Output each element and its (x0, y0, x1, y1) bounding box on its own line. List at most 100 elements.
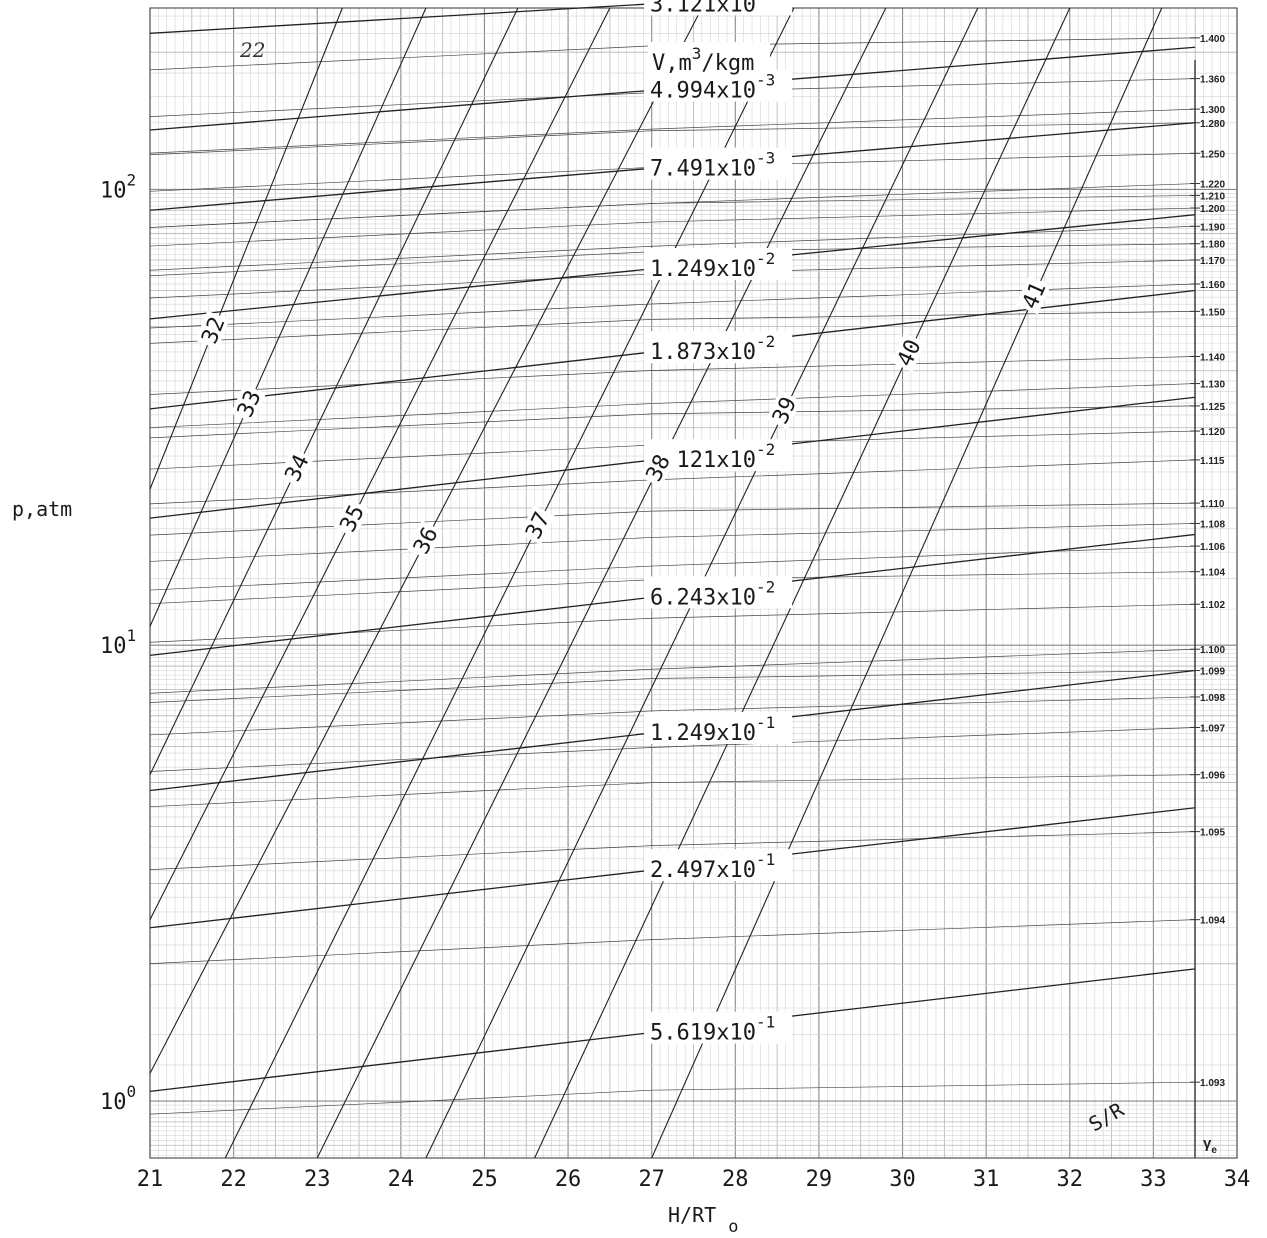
gamma-scale-label: 1.210 (1200, 191, 1225, 202)
y-axis-title: p,atm (12, 497, 72, 521)
x-tick-label: 22 (220, 1167, 247, 1192)
entropy-label-bg (519, 505, 555, 545)
volume-label-bg (644, 147, 793, 180)
gamma-scale-label: 1.130 (1200, 380, 1225, 391)
x-tick-labels: 21 22 23 24 25 26 27 28 29 30 31 32 33 34 (137, 1167, 1251, 1192)
volume-label-exp: -3 (756, 71, 775, 90)
volume-label-bg (644, 69, 793, 102)
gamma-scale-label: 1.106 (1200, 542, 1225, 553)
gamma-line (149, 523, 1196, 562)
y-tick-exp: 0 (127, 1082, 137, 1101)
entropy-line (651, 7, 1163, 1159)
svg-text:V,m3/kgm: V,m3/kgm (652, 44, 754, 76)
entropy-label-bg (890, 333, 926, 373)
gamma-line (149, 207, 1196, 247)
volume-header-exp: 3 (692, 44, 702, 63)
entropy-line (224, 7, 795, 1159)
x-tick-label: 32 (1057, 1167, 1084, 1192)
volume-label: 1.249x10-1 (650, 713, 775, 746)
volume-label-bg (644, 331, 793, 364)
gamma-line (149, 195, 1196, 228)
x-tick-label: 26 (555, 1167, 582, 1192)
y-tick-exp: 2 (127, 170, 137, 189)
entropy-label-bg (765, 390, 802, 430)
entropy-line (534, 7, 1071, 1159)
volume-label-mantissa: 1.873x10 (650, 340, 756, 365)
gamma-axis-label: γe (1203, 1135, 1217, 1156)
gamma-scale-label: 1.095 (1200, 828, 1225, 839)
gamma-line (149, 696, 1196, 736)
volume-label-bg (644, 248, 793, 281)
gamma-line (149, 545, 1196, 591)
gamma-line (149, 311, 1196, 344)
volume-label-mantissa: 5.619x10 (650, 1021, 756, 1046)
gamma-scale-label: 1.140 (1200, 352, 1225, 363)
x-tick-label: 33 (1140, 1167, 1167, 1192)
gamma-scale-label: 1.400 (1200, 34, 1225, 45)
gamma-line (149, 774, 1196, 808)
volume-label-bg (644, 1011, 793, 1044)
entropy-label-bg (195, 310, 230, 350)
gamma-line (149, 648, 1196, 694)
x-axis-title-main: H/RT (668, 1203, 716, 1227)
volume-label-exp: -1 (756, 713, 775, 732)
gamma-scale-label: 1.170 (1200, 256, 1225, 267)
gamma-line (149, 603, 1196, 643)
gamma-scale-label: 1.115 (1200, 456, 1225, 467)
gamma-scale-label: 1.300 (1200, 105, 1225, 116)
gamma-line (149, 502, 1196, 536)
volume-label-exp: -1 (756, 850, 775, 869)
volume-label: 2.497x10-1 (650, 850, 775, 883)
volume-label-mantissa: 3.121x10 (650, 0, 756, 17)
y-tick-label: 101 (100, 626, 136, 659)
gamma-line (149, 283, 1196, 329)
volume-label-exp: -3 (756, 0, 775, 3)
entropy-line (149, 7, 427, 627)
volume-header: V,m3/kgm (648, 42, 770, 76)
gamma-scale-label: 1.110 (1200, 499, 1225, 510)
volume-label-mantissa: 4.994x10 (650, 79, 756, 104)
volume-label: 7.491x10-3 (650, 149, 775, 182)
entropy-line (316, 7, 887, 1159)
volume-label-mantissa: 1.249x10 (650, 257, 756, 282)
gamma-scale-label: 1.200 (1200, 204, 1225, 215)
volume-label: 4.994x10-3 (650, 71, 775, 104)
gamma-scale-label: 1.098 (1200, 693, 1225, 704)
entropy-label-bg (639, 447, 676, 488)
volume-label: 6.243x10-2 (650, 577, 775, 610)
x-tick-label: 25 (471, 1167, 498, 1192)
y-tick-label: 102 (100, 170, 136, 203)
volume-label-exp: -2 (756, 249, 775, 268)
volume-label-bg (644, 711, 793, 744)
gamma-line (149, 383, 1196, 428)
volume-label-exp: -2 (756, 577, 775, 596)
x-tick-label: 23 (304, 1167, 331, 1192)
volume-header-text: V,m (652, 51, 692, 76)
entropy-label-bg (407, 520, 444, 560)
gamma-axis-sub: e (1211, 1145, 1217, 1156)
y-tick-base: 10 (100, 634, 127, 659)
volume-label: 1.249x10-2 (650, 249, 775, 282)
volume-label-bg (644, 0, 793, 16)
y-tick-base: 10 (100, 178, 127, 203)
x-tick-label: 34 (1224, 1167, 1251, 1192)
volume-header-unit: /kgm (701, 51, 754, 76)
entropy-line (149, 7, 611, 920)
gamma-scale-label: 1.104 (1200, 568, 1225, 579)
volume-label: 3.121x10-3 (650, 0, 775, 17)
gamma-line (149, 122, 1196, 156)
x-tick-label: 31 (973, 1167, 1000, 1192)
entropy-line (149, 7, 343, 490)
x-tick-label: 28 (722, 1167, 749, 1192)
volume-label-mantissa: 6.243x10 (650, 585, 756, 610)
x-tick-label: 29 (806, 1167, 833, 1192)
volume-label-mantissa: 1.249x10 (650, 721, 756, 746)
gamma-scale-label: 1.160 (1200, 280, 1225, 291)
gamma-scale-label: 1.150 (1200, 307, 1225, 318)
gamma-line (149, 405, 1196, 439)
volume-label: 5.619x10-1 (650, 1013, 775, 1046)
entropy-label-bg (333, 498, 370, 538)
gamma-line (149, 356, 1196, 395)
y-tick-exp: 1 (127, 626, 137, 645)
